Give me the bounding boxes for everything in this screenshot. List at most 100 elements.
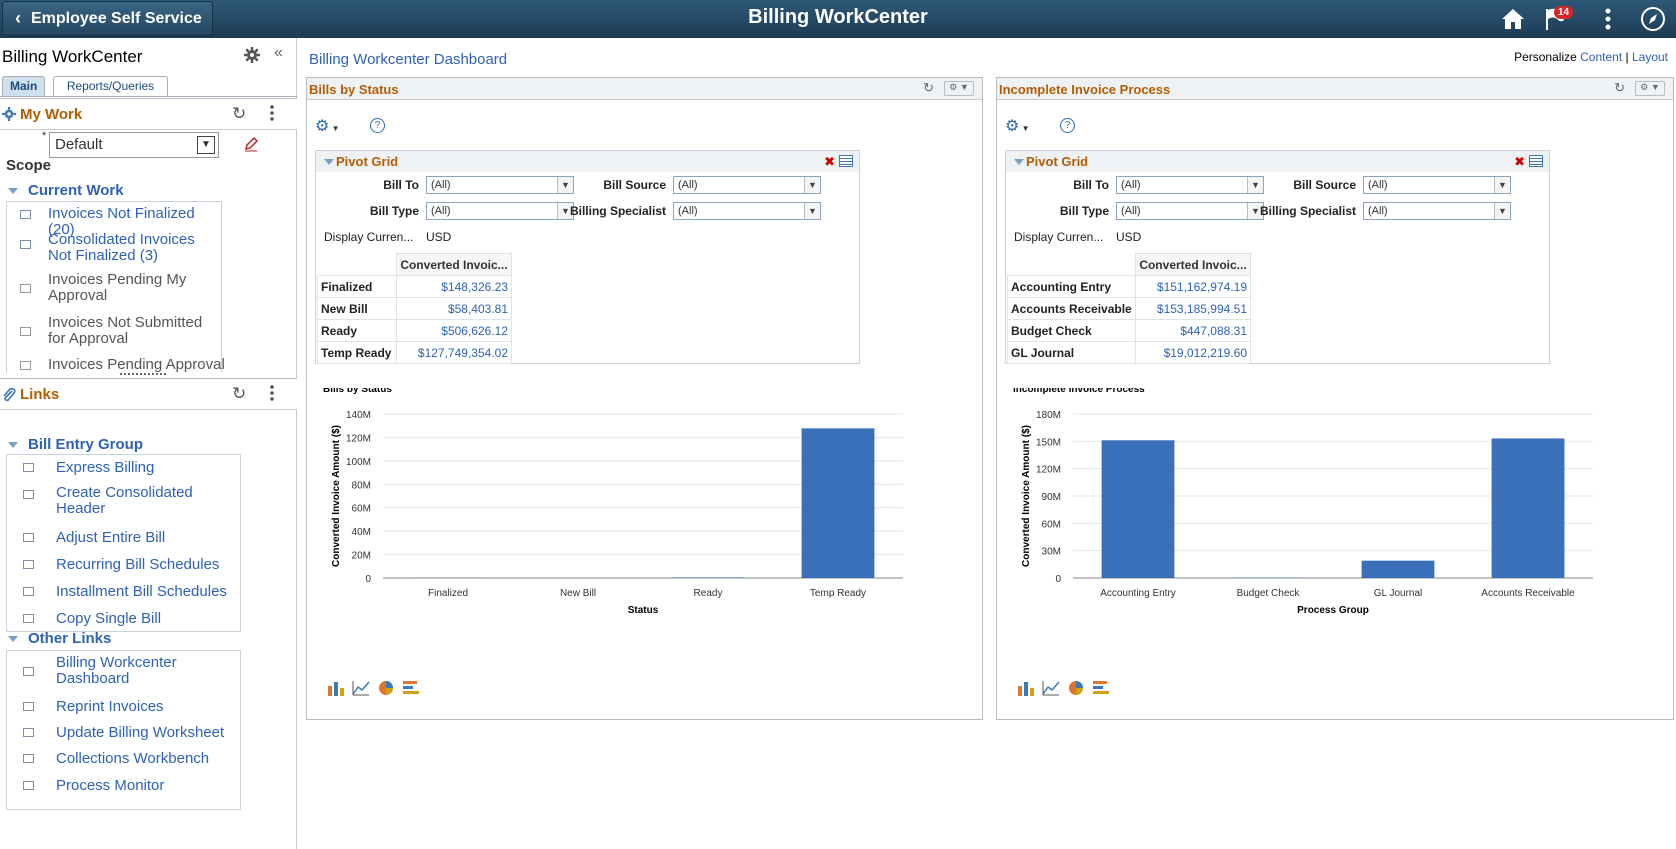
bill-entry-group-header[interactable]: Bill Entry Group	[8, 436, 143, 453]
line-chart-icon[interactable]	[352, 680, 370, 696]
refresh-icon[interactable]: ↻	[232, 384, 247, 403]
line-chart-icon[interactable]	[1042, 680, 1060, 696]
installment-bill-schedules-link[interactable]: Installment Bill Schedules	[56, 583, 227, 600]
billing-workcenter-dashboard-link[interactable]: Billing Workcenter Dashboard	[56, 654, 177, 687]
collapse-panel-icon[interactable]: «	[274, 44, 283, 61]
bill-type-select[interactable]: (All) ▼	[1116, 202, 1264, 220]
more-actions-icon[interactable]	[1593, 4, 1623, 34]
collections-workbench-link[interactable]: Collections Workbench	[56, 750, 210, 767]
invoices-not-submitted-text: Invoices Not Submitted for Approval	[48, 314, 203, 347]
billing-specialist-select[interactable]: (All) ▼	[1363, 202, 1511, 220]
display-currency-value: USD	[426, 230, 452, 244]
row-value[interactable]: $151,162,974.19	[1135, 275, 1251, 298]
notifications-flag-icon[interactable]: 14	[1540, 4, 1574, 34]
bill-type-label: Bill Type	[369, 204, 419, 218]
resize-handle[interactable]	[120, 373, 166, 377]
adjust-entire-bill-link[interactable]: Adjust Entire Bill	[56, 529, 166, 546]
help-icon[interactable]: ?	[1060, 118, 1075, 133]
bill-type-label: Bill Type	[1059, 204, 1109, 218]
list-item[interactable]: Reprint Invoices	[7, 698, 242, 718]
link-icon	[23, 463, 34, 472]
clear-filter-icon[interactable]: ✖	[1514, 154, 1525, 169]
current-work-list: Invoices Not Finalized (20) Consolidated…	[6, 201, 225, 373]
x-tick-label: Accounting Entry	[1100, 588, 1176, 599]
tab-reports-queries[interactable]: Reports/Queries	[53, 76, 168, 96]
create-consolidated-header-link[interactable]: Create Consolidated Header	[56, 484, 193, 517]
pagelet-options-icon[interactable]: ⚙ ▼	[1635, 81, 1665, 96]
gear-icon[interactable]	[244, 47, 260, 68]
list-item[interactable]: Installment Bill Schedules	[7, 583, 242, 603]
update-billing-worksheet-link[interactable]: Update Billing Worksheet	[56, 724, 225, 741]
row-value[interactable]: $127,749,354.02	[396, 341, 512, 364]
bill-to-select[interactable]: (All) ▼	[426, 176, 574, 194]
billing-specialist-select[interactable]: (All) ▼	[673, 202, 821, 220]
refresh-icon[interactable]: ↻	[232, 104, 247, 123]
bill-to-select[interactable]: (All) ▼	[1116, 176, 1264, 194]
reprint-invoices-link[interactable]: Reprint Invoices	[56, 698, 164, 715]
row-value[interactable]: $19,012,219.60	[1135, 341, 1251, 364]
link-icon	[23, 587, 34, 596]
settings-gear-menu-icon[interactable]: ⚙ ▼	[315, 118, 340, 135]
list-item[interactable]: Process Monitor	[7, 777, 242, 797]
x-tick-label: Ready	[694, 588, 723, 599]
help-icon[interactable]: ?	[370, 118, 385, 133]
personalize-layout-link[interactable]: Layout	[1631, 50, 1668, 64]
bill-source-select[interactable]: (All) ▼	[673, 176, 821, 194]
refresh-icon[interactable]: ↻	[1614, 80, 1625, 95]
row-value[interactable]: $506,626.12	[396, 319, 512, 342]
bar	[1361, 560, 1435, 578]
pagelet-options-icon[interactable]: ⚙ ▼	[944, 81, 974, 96]
navbar-compass-icon[interactable]	[1638, 4, 1668, 34]
refresh-icon[interactable]: ↻	[923, 80, 934, 95]
bill-source-select[interactable]: (All) ▼	[1363, 176, 1511, 194]
edit-filter-pencil-icon[interactable]	[243, 136, 259, 157]
other-links-list: Billing Workcenter Dashboard Reprint Inv…	[6, 650, 241, 810]
invoices-pending-my-approval-text: Invoices Pending My Approval	[48, 271, 187, 304]
bar-chart-icon[interactable]	[1017, 680, 1035, 696]
clear-filter-icon[interactable]: ✖	[824, 154, 835, 169]
personalize-content-link[interactable]: Content	[1580, 50, 1623, 64]
recurring-bill-schedules-link[interactable]: Recurring Bill Schedules	[56, 556, 220, 573]
bill-type-select[interactable]: (All) ▼	[426, 202, 574, 220]
horizontal-bar-chart-icon[interactable]	[1092, 680, 1110, 696]
display-currency-label: Display Curren...	[324, 230, 414, 244]
express-billing-link[interactable]: Express Billing	[56, 459, 155, 476]
home-icon[interactable]	[1498, 4, 1528, 34]
pie-chart-icon[interactable]	[1067, 680, 1085, 696]
row-value[interactable]: $153,185,994.51	[1135, 297, 1251, 320]
row-value[interactable]: $148,326.23	[396, 275, 512, 298]
my-work-menu-icon[interactable]	[270, 105, 274, 126]
process-monitor-link[interactable]: Process Monitor	[56, 777, 165, 794]
horizontal-bar-chart-icon[interactable]	[402, 680, 420, 696]
list-item[interactable]: Update Billing Worksheet	[7, 724, 242, 744]
chevron-left-icon: ‹	[15, 8, 21, 28]
page-title: Billing WorkCenter	[748, 6, 928, 28]
list-item[interactable]: Express Billing	[7, 459, 242, 479]
x-tick-label: New Bill	[560, 588, 596, 599]
list-item[interactable]: Copy Single Bill	[7, 610, 242, 630]
links-menu-icon[interactable]	[270, 385, 274, 406]
current-work-group-header[interactable]: Current Work	[8, 182, 124, 199]
grid-view-icon[interactable]	[1529, 155, 1543, 167]
list-item[interactable]: Billing Workcenter Dashboard	[7, 655, 242, 691]
list-item[interactable]: Create Consolidated Header	[7, 485, 242, 521]
list-item[interactable]: Collections Workbench	[7, 750, 242, 770]
copy-single-bill-link[interactable]: Copy Single Bill	[56, 610, 162, 627]
settings-gear-menu-icon[interactable]: ⚙ ▼	[1005, 118, 1030, 135]
work-filter-select[interactable]: Default ▼	[49, 132, 219, 158]
bar-chart-icon[interactable]	[327, 680, 345, 696]
pie-chart-icon[interactable]	[377, 680, 395, 696]
list-item[interactable]: Adjust Entire Bill	[7, 529, 242, 549]
bill-to-value: (All)	[431, 179, 451, 191]
row-label: Accounts Receivable	[1007, 297, 1136, 320]
invoices-not-finalized-link[interactable]: Invoices Not Finalized (20)	[48, 205, 195, 238]
row-value[interactable]: $58,403.81	[396, 297, 512, 320]
grid-view-icon[interactable]	[839, 155, 853, 167]
row-value[interactable]: $447,088.31	[1135, 319, 1251, 342]
table-row: Temp Ready $127,749,354.02	[317, 341, 512, 364]
back-button[interactable]: ‹ Employee Self Service	[2, 1, 213, 36]
tab-main[interactable]: Main	[2, 76, 46, 96]
other-links-group-header[interactable]: Other Links	[8, 630, 111, 647]
consolidated-invoices-not-finalized-link[interactable]: Consolidated Invoices Not Finalized (3)	[48, 231, 195, 264]
list-item[interactable]: Recurring Bill Schedules	[7, 556, 242, 576]
